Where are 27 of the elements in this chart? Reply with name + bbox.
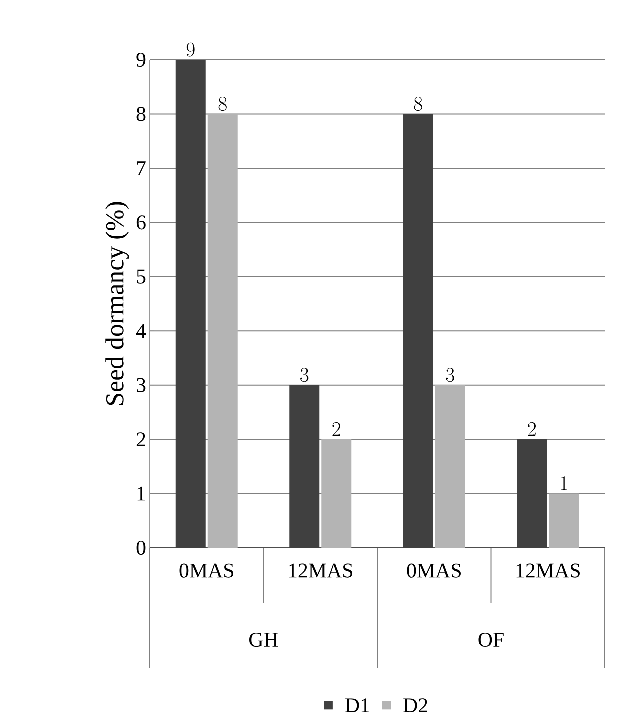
x-tick-label: 12MAS — [516, 564, 580, 578]
text: OF — [478, 632, 504, 648]
y-tick-label: 6 — [136, 216, 146, 230]
data-label: 3 — [300, 368, 309, 382]
x-tick-label: 12MAS — [289, 564, 352, 578]
y-tick-label: 9 — [136, 52, 146, 68]
data-label: 3 — [446, 368, 454, 382]
y-tick-label: 2 — [136, 432, 146, 446]
x-tick-label: 0MAS — [180, 564, 234, 578]
data-label: 1 — [561, 476, 568, 490]
data-label: 9 — [186, 42, 195, 57]
y-tick-label: 5 — [137, 270, 146, 284]
y-tick-label: 4 — [136, 324, 146, 338]
legend-label: D1 — [346, 698, 370, 712]
data-label: 2 — [332, 422, 340, 436]
text: GH — [250, 632, 278, 648]
y-tick-label: 7 — [137, 162, 146, 176]
legend-label: D2 — [404, 698, 428, 712]
x-tick-label: 0MAS — [407, 564, 461, 578]
y-tick-label: 8 — [136, 107, 146, 122]
data-label: 8 — [218, 97, 227, 112]
y-tick-label: 1 — [138, 486, 146, 501]
y-tick-label: 0 — [136, 540, 146, 556]
data-label: 2 — [528, 422, 536, 436]
y-tick-label: 3 — [137, 378, 146, 392]
y-axis-title: Seed dormancy (%) — [106, 202, 130, 406]
data-label: 8 — [414, 97, 422, 112]
